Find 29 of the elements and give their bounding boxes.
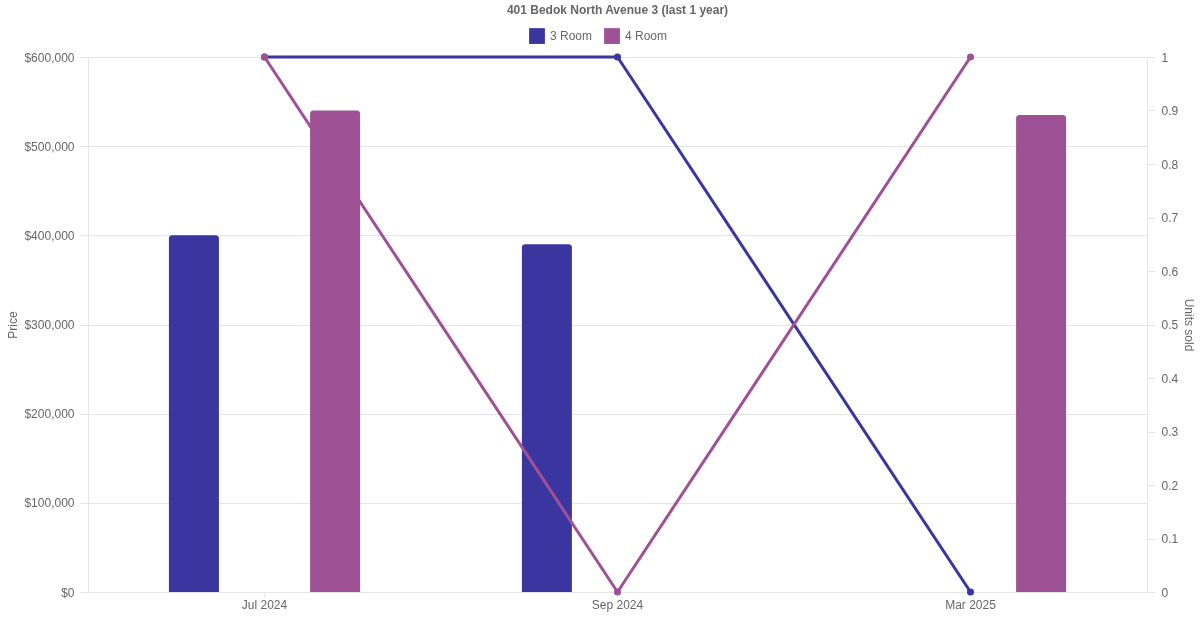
y-tick-label: $100,000	[24, 496, 75, 511]
y2-tick-label: 0.6	[1161, 264, 1179, 279]
x-tick-label: Jul 2024	[241, 597, 288, 612]
y2-tick-label: 0.4	[1161, 371, 1179, 386]
y2-tick-label: 0.3	[1161, 425, 1179, 439]
legend-label: 4 Room	[625, 29, 668, 44]
chart-title: 401 Bedok North Avenue 3 (last 1 year)	[506, 3, 729, 17]
bar	[1016, 114, 1067, 592]
y2-tick-label: 0.2	[1161, 478, 1179, 493]
y-tick-label: $0	[61, 585, 75, 600]
y2-tick-label: 0.8	[1161, 157, 1179, 172]
y-tick-label: $300,000	[24, 318, 75, 332]
y-tick-label: $500,000	[24, 139, 75, 154]
y2-tick-label: 0	[1161, 585, 1169, 600]
legend-label: 3 Room	[550, 29, 593, 44]
y2-tick-label: 0.1	[1161, 532, 1179, 546]
bar	[168, 235, 219, 592]
y2-axis-title: Units sold	[1182, 298, 1197, 352]
y2-tick-label: 0.9	[1161, 104, 1179, 118]
x-tick-label: Mar 2025	[945, 597, 997, 612]
y2-tick-label: 0.5	[1161, 318, 1179, 332]
y2-tick-label: 1	[1161, 50, 1169, 65]
y2-tick-label: 0.7	[1161, 211, 1179, 225]
y-tick-label: $400,000	[24, 228, 75, 243]
x-tick-label: Sep 2024	[591, 597, 644, 612]
y-tick-label: $600,000	[24, 50, 75, 65]
y-tick-label: $200,000	[24, 407, 75, 422]
y-axis-title: Price	[6, 311, 21, 339]
bar	[521, 244, 572, 592]
